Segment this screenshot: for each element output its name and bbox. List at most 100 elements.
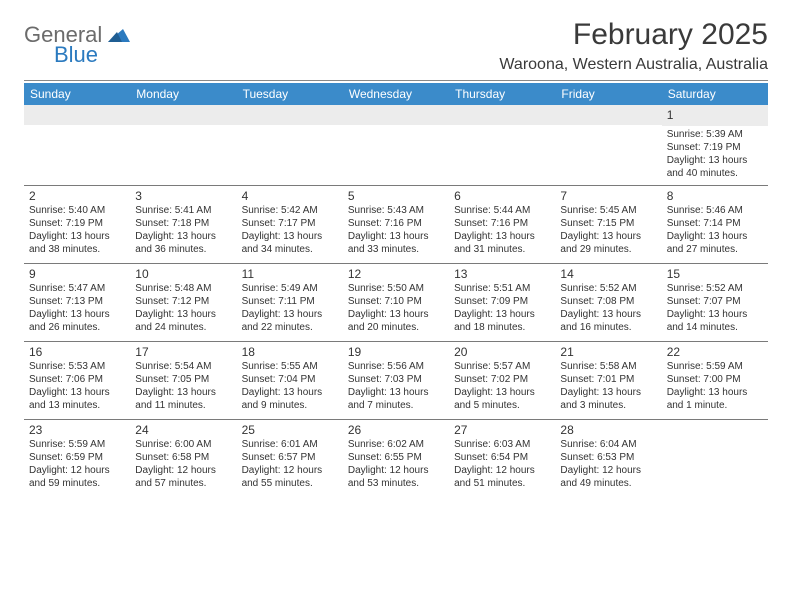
sunset-text: Sunset: 6:59 PM bbox=[29, 451, 125, 464]
daylight-text: Daylight: 13 hours and 27 minutes. bbox=[667, 230, 763, 256]
sunrise-text: Sunrise: 5:39 AM bbox=[667, 128, 763, 141]
sunset-text: Sunset: 6:53 PM bbox=[560, 451, 656, 464]
daylight-text: Daylight: 13 hours and 7 minutes. bbox=[348, 386, 444, 412]
sunset-text: Sunset: 7:04 PM bbox=[242, 373, 338, 386]
day-number: 14 bbox=[560, 267, 573, 281]
calendar-cell: 20Sunrise: 5:57 AMSunset: 7:02 PMDayligh… bbox=[449, 341, 555, 419]
sunrise-text: Sunrise: 5:54 AM bbox=[135, 360, 231, 373]
calendar-cell: 17Sunrise: 5:54 AMSunset: 7:05 PMDayligh… bbox=[130, 341, 236, 419]
day-header: Tuesday bbox=[237, 83, 343, 105]
sunrise-text: Sunrise: 5:44 AM bbox=[454, 204, 550, 217]
day-number: 21 bbox=[560, 345, 573, 359]
daylight-text: Daylight: 13 hours and 22 minutes. bbox=[242, 308, 338, 334]
sunrise-text: Sunrise: 5:47 AM bbox=[29, 282, 125, 295]
day-number: 20 bbox=[454, 345, 467, 359]
sunrise-text: Sunrise: 6:03 AM bbox=[454, 438, 550, 451]
day-number: 10 bbox=[135, 267, 148, 281]
daylight-text: Daylight: 13 hours and 3 minutes. bbox=[560, 386, 656, 412]
day-number: 8 bbox=[667, 189, 674, 203]
calendar-cell: 19Sunrise: 5:56 AMSunset: 7:03 PMDayligh… bbox=[343, 341, 449, 419]
day-number: 5 bbox=[348, 189, 355, 203]
empty-day-shade bbox=[237, 105, 343, 125]
calendar-cell: 23Sunrise: 5:59 AMSunset: 6:59 PMDayligh… bbox=[24, 419, 130, 497]
calendar-page: General Blue February 2025 Waroona, West… bbox=[0, 0, 792, 509]
sunrise-text: Sunrise: 5:50 AM bbox=[348, 282, 444, 295]
empty-day-shade bbox=[130, 105, 236, 125]
daylight-text: Daylight: 13 hours and 24 minutes. bbox=[135, 308, 231, 334]
empty-day-shade bbox=[343, 105, 449, 125]
calendar-cell bbox=[130, 105, 236, 185]
daylight-text: Daylight: 13 hours and 13 minutes. bbox=[29, 386, 125, 412]
calendar-week-row: 16Sunrise: 5:53 AMSunset: 7:06 PMDayligh… bbox=[24, 341, 768, 419]
sunset-text: Sunset: 7:10 PM bbox=[348, 295, 444, 308]
day-number: 4 bbox=[242, 189, 249, 203]
sunrise-text: Sunrise: 5:59 AM bbox=[29, 438, 125, 451]
sunrise-text: Sunrise: 5:52 AM bbox=[560, 282, 656, 295]
calendar-week-row: 23Sunrise: 5:59 AMSunset: 6:59 PMDayligh… bbox=[24, 419, 768, 497]
calendar-week-row: 9Sunrise: 5:47 AMSunset: 7:13 PMDaylight… bbox=[24, 263, 768, 341]
sunset-text: Sunset: 7:00 PM bbox=[667, 373, 763, 386]
calendar-cell: 4Sunrise: 5:42 AMSunset: 7:17 PMDaylight… bbox=[237, 185, 343, 263]
logo-triangle-icon bbox=[108, 26, 130, 47]
day-number: 7 bbox=[560, 189, 567, 203]
calendar-cell: 25Sunrise: 6:01 AMSunset: 6:57 PMDayligh… bbox=[237, 419, 343, 497]
sunrise-text: Sunrise: 5:43 AM bbox=[348, 204, 444, 217]
calendar-cell bbox=[555, 105, 661, 185]
daylight-text: Daylight: 13 hours and 33 minutes. bbox=[348, 230, 444, 256]
sunset-text: Sunset: 7:16 PM bbox=[454, 217, 550, 230]
calendar-cell: 7Sunrise: 5:45 AMSunset: 7:15 PMDaylight… bbox=[555, 185, 661, 263]
location-label: Waroona, Western Australia, Australia bbox=[499, 56, 768, 74]
sunset-text: Sunset: 7:08 PM bbox=[560, 295, 656, 308]
calendar-cell: 15Sunrise: 5:52 AMSunset: 7:07 PMDayligh… bbox=[662, 263, 768, 341]
calendar-cell: 21Sunrise: 5:58 AMSunset: 7:01 PMDayligh… bbox=[555, 341, 661, 419]
sunrise-text: Sunrise: 5:42 AM bbox=[242, 204, 338, 217]
sunset-text: Sunset: 7:14 PM bbox=[667, 217, 763, 230]
calendar-cell: 18Sunrise: 5:55 AMSunset: 7:04 PMDayligh… bbox=[237, 341, 343, 419]
day-number: 11 bbox=[242, 267, 254, 281]
logo-word-2: Blue bbox=[54, 44, 130, 66]
sunset-text: Sunset: 7:19 PM bbox=[29, 217, 125, 230]
sunset-text: Sunset: 6:57 PM bbox=[242, 451, 338, 464]
calendar-cell: 8Sunrise: 5:46 AMSunset: 7:14 PMDaylight… bbox=[662, 185, 768, 263]
calendar-thead: SundayMondayTuesdayWednesdayThursdayFrid… bbox=[24, 83, 768, 105]
calendar-cell: 10Sunrise: 5:48 AMSunset: 7:12 PMDayligh… bbox=[130, 263, 236, 341]
empty-day-shade bbox=[24, 105, 130, 125]
daylight-text: Daylight: 13 hours and 14 minutes. bbox=[667, 308, 763, 334]
sunrise-text: Sunrise: 5:59 AM bbox=[667, 360, 763, 373]
sunrise-text: Sunrise: 5:40 AM bbox=[29, 204, 125, 217]
calendar-cell: 26Sunrise: 6:02 AMSunset: 6:55 PMDayligh… bbox=[343, 419, 449, 497]
sunset-text: Sunset: 7:11 PM bbox=[242, 295, 338, 308]
sunrise-text: Sunrise: 6:00 AM bbox=[135, 438, 231, 451]
day-number: 24 bbox=[135, 423, 148, 437]
empty-day-shade bbox=[449, 105, 555, 125]
day-header-row: SundayMondayTuesdayWednesdayThursdayFrid… bbox=[24, 83, 768, 105]
day-header: Saturday bbox=[662, 83, 768, 105]
calendar-body: 1 Sunrise: 5:39 AM Sunset: 7:19 PM Daylight… bbox=[24, 105, 768, 497]
daylight-text: Daylight: 13 hours and 29 minutes. bbox=[560, 230, 656, 256]
daylight-text: Daylight: 12 hours and 55 minutes. bbox=[242, 464, 338, 490]
daylight-text: Daylight: 13 hours and 11 minutes. bbox=[135, 386, 231, 412]
sunset-text: Sunset: 7:09 PM bbox=[454, 295, 550, 308]
sunrise-text: Sunrise: 5:48 AM bbox=[135, 282, 231, 295]
day-number: 18 bbox=[242, 345, 255, 359]
sunrise-text: Sunrise: 6:04 AM bbox=[560, 438, 656, 451]
logo: General Blue bbox=[24, 24, 130, 66]
sunrise-text: Sunrise: 5:57 AM bbox=[454, 360, 550, 373]
daylight-text: Daylight: 13 hours and 20 minutes. bbox=[348, 308, 444, 334]
sunrise-text: Sunrise: 5:56 AM bbox=[348, 360, 444, 373]
sunset-text: Sunset: 7:01 PM bbox=[560, 373, 656, 386]
daylight-text: Daylight: 13 hours and 40 minutes. bbox=[667, 154, 763, 180]
daylight-text: Daylight: 12 hours and 53 minutes. bbox=[348, 464, 444, 490]
title-block: February 2025 Waroona, Western Australia… bbox=[499, 18, 768, 74]
calendar-cell bbox=[24, 105, 130, 185]
day-number: 1 bbox=[662, 105, 768, 126]
sunset-text: Sunset: 7:03 PM bbox=[348, 373, 444, 386]
sunrise-text: Sunrise: 6:02 AM bbox=[348, 438, 444, 451]
daylight-text: Daylight: 12 hours and 51 minutes. bbox=[454, 464, 550, 490]
sunrise-text: Sunrise: 5:46 AM bbox=[667, 204, 763, 217]
calendar-cell: 28Sunrise: 6:04 AMSunset: 6:53 PMDayligh… bbox=[555, 419, 661, 497]
calendar-cell: 12Sunrise: 5:50 AMSunset: 7:10 PMDayligh… bbox=[343, 263, 449, 341]
calendar-cell: 22Sunrise: 5:59 AMSunset: 7:00 PMDayligh… bbox=[662, 341, 768, 419]
day-header: Monday bbox=[130, 83, 236, 105]
day-number: 19 bbox=[348, 345, 361, 359]
